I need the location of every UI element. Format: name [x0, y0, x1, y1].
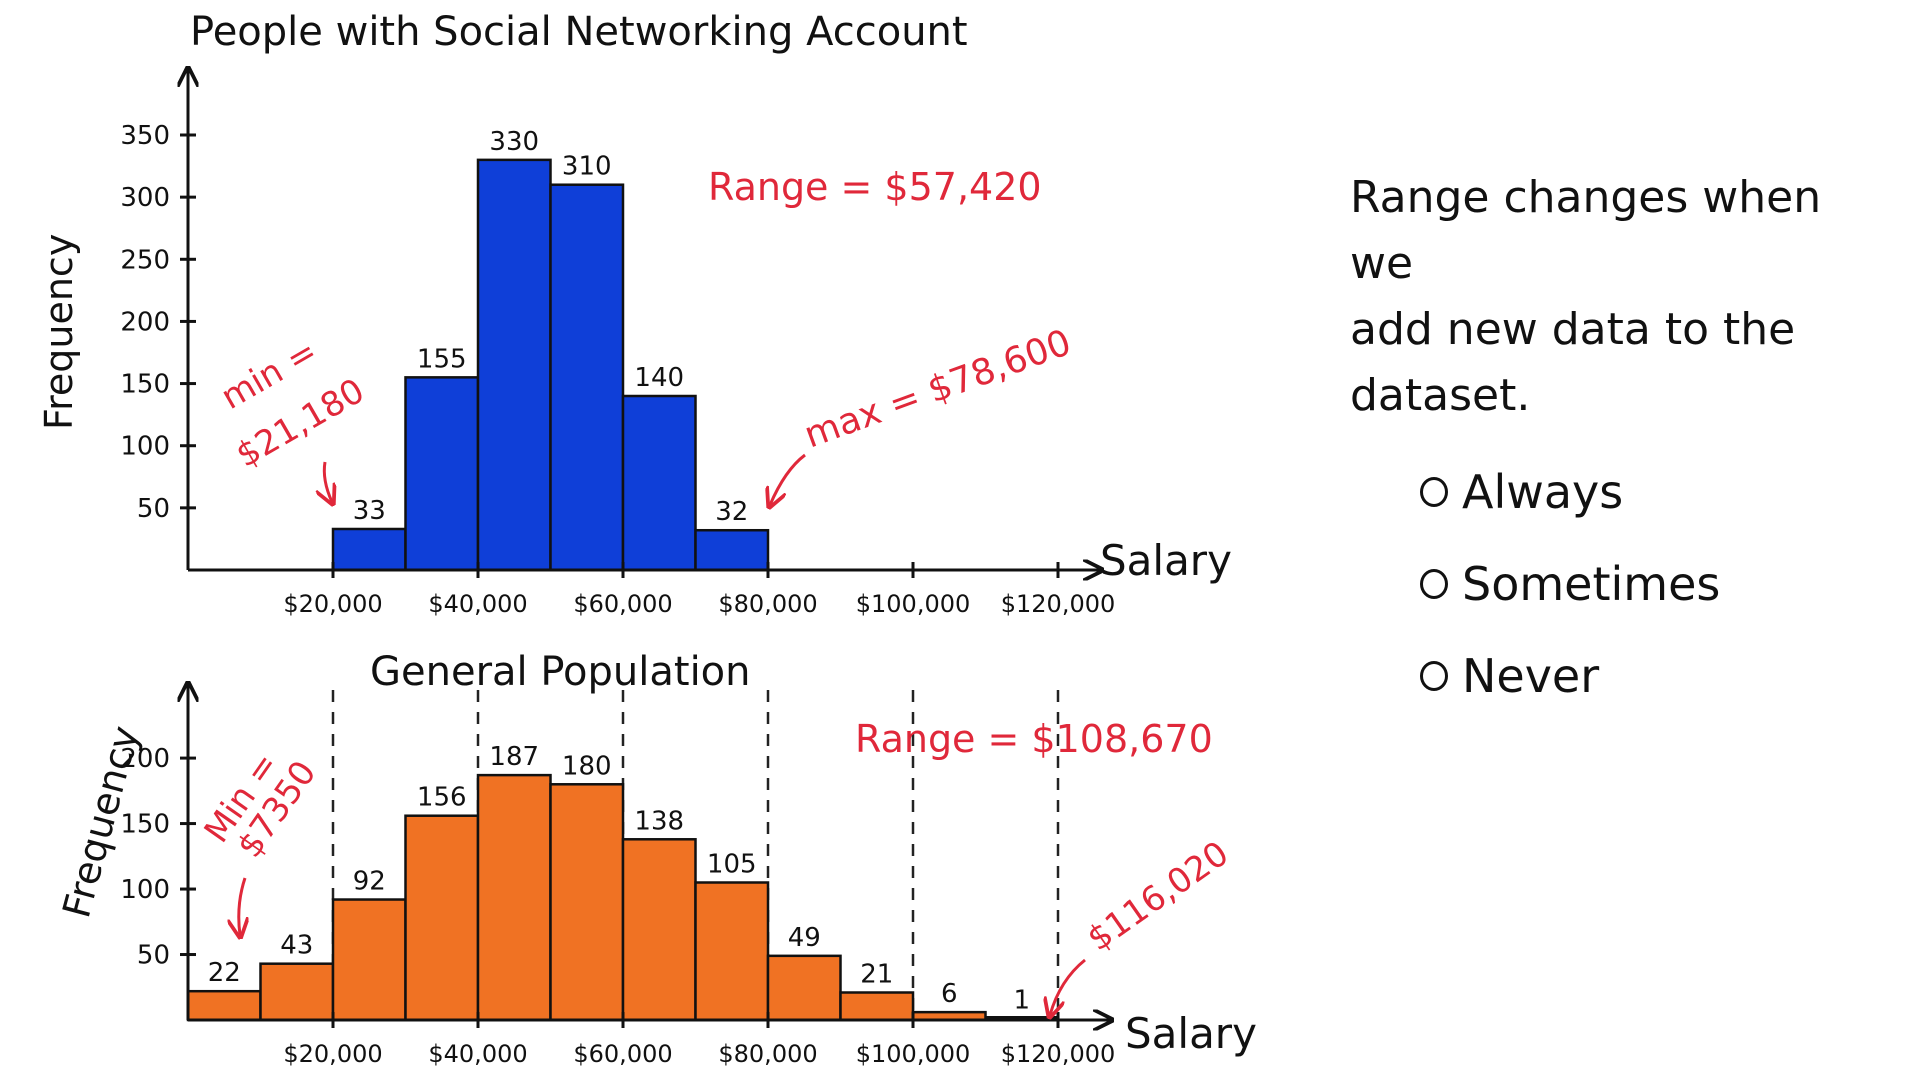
- x-tick-label: $20,000: [283, 590, 382, 618]
- y-tick-label: 300: [120, 183, 170, 213]
- histogram-bar: [476, 158, 552, 572]
- histogram-bar: [476, 773, 552, 1022]
- histogram-bar: [694, 528, 770, 572]
- x-tick-label: $100,000: [856, 1040, 971, 1068]
- max-annotation: $116,020: [1080, 834, 1236, 960]
- y-tick-label: 50: [137, 941, 170, 971]
- max-annotation: max = $78,600: [799, 322, 1076, 456]
- y-tick-label: 200: [120, 744, 170, 774]
- answer-options: Always Sometimes Never: [1420, 459, 1870, 709]
- range-annotation: Range = $57,420: [708, 165, 1042, 209]
- y-tick-label: 100: [120, 432, 170, 462]
- y-tick-label: 100: [120, 875, 170, 905]
- y-axis-label: Frequency: [37, 234, 81, 430]
- histogram-bar: [839, 991, 915, 1022]
- x-tick-label: $80,000: [718, 590, 817, 618]
- y-tick-label: 250: [120, 245, 170, 275]
- histogram-bar: [331, 527, 407, 572]
- bar-value-label: 32: [715, 497, 748, 527]
- histogram-bar: [621, 394, 697, 572]
- bar-value-label: 155: [417, 344, 467, 374]
- y-tick-label: 150: [120, 370, 170, 400]
- bar-value-label: 156: [417, 783, 467, 813]
- bar-value-label: 187: [489, 742, 539, 772]
- radio-button[interactable]: [1420, 569, 1448, 599]
- min-arrow: [324, 461, 332, 502]
- max-arrow: [770, 453, 806, 505]
- chart-general-population: General Population Frequency Salary 2243…: [54, 649, 1257, 1068]
- histogram-bar: [621, 838, 697, 1022]
- x-tick-label: $80,000: [718, 1040, 817, 1068]
- bar-value-label: 92: [353, 867, 386, 897]
- bar-value-label: 105: [707, 850, 757, 880]
- y-tick-label: 200: [120, 307, 170, 337]
- histogram-bar: [186, 989, 262, 1022]
- bar-value-label: 140: [634, 363, 684, 393]
- x-tick-label: $20,000: [283, 1040, 382, 1068]
- bar-value-label: 6: [941, 979, 958, 1009]
- option-label: Always: [1462, 465, 1624, 519]
- histogram-bar: [694, 881, 770, 1022]
- histogram-bar: [331, 898, 407, 1022]
- bar-value-label: 22: [208, 958, 241, 988]
- range-annotation: Range = $108,670: [855, 717, 1213, 761]
- max-arrow: [1050, 958, 1086, 1015]
- histogram-bar: [259, 962, 335, 1022]
- bar-value-label: 33: [353, 496, 386, 526]
- option-sometimes[interactable]: Sometimes: [1420, 551, 1870, 617]
- bar-value-label: 138: [634, 806, 684, 836]
- x-tick-label: $120,000: [1001, 1040, 1116, 1068]
- bar-value-label: 21: [860, 960, 893, 990]
- histogram-bar: [549, 783, 625, 1022]
- bar-value-label: 330: [489, 127, 539, 157]
- histogram-bar: [404, 376, 480, 572]
- option-label: Sometimes: [1462, 557, 1721, 611]
- bar-value-label: 180: [562, 751, 612, 781]
- x-axis-label: Salary: [1100, 536, 1232, 585]
- chart-title: People with Social Networking Account: [190, 9, 968, 55]
- x-tick-label: $100,000: [856, 590, 971, 618]
- histogram-bar: [549, 183, 625, 572]
- radio-button[interactable]: [1420, 477, 1448, 507]
- radio-button[interactable]: [1420, 661, 1448, 691]
- option-label: Never: [1462, 649, 1600, 703]
- min-arrow: [239, 877, 245, 935]
- histogram-bar: [404, 814, 480, 1022]
- x-tick-label: $60,000: [573, 590, 672, 618]
- chart-social-networking: People with Social Networking Account Fr…: [37, 9, 1232, 618]
- histogram-bar: [766, 954, 842, 1022]
- x-axis-label: Salary: [1125, 1009, 1257, 1058]
- option-never[interactable]: Never: [1420, 643, 1870, 709]
- bar-value-label: 49: [788, 923, 821, 953]
- x-tick-label: $40,000: [428, 1040, 527, 1068]
- y-tick-label: 350: [120, 121, 170, 151]
- question-panel: Range changes when we add new data to th…: [1350, 165, 1870, 735]
- chart-title: General Population: [370, 649, 751, 695]
- bar-value-label: 310: [562, 152, 612, 182]
- x-tick-label: $40,000: [428, 590, 527, 618]
- histogram-bar: [985, 1016, 1058, 1020]
- bar-value-label: 43: [280, 931, 313, 961]
- question-statement: Range changes when we add new data to th…: [1350, 172, 1822, 421]
- x-tick-label: $120,000: [1001, 590, 1116, 618]
- bar-value-label: 1: [1013, 986, 1030, 1016]
- x-tick-label: $60,000: [573, 1040, 672, 1068]
- option-always[interactable]: Always: [1420, 459, 1870, 525]
- y-tick-label: 50: [137, 494, 170, 524]
- y-tick-label: 150: [120, 810, 170, 840]
